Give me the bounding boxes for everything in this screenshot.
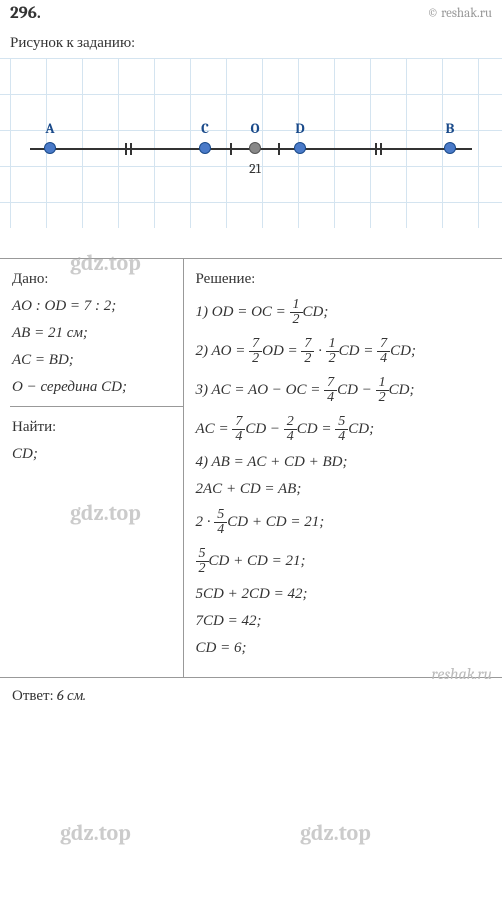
answer-label: Ответ: — [12, 686, 54, 704]
tick-double — [375, 143, 377, 155]
watermark: gdz.top — [300, 820, 371, 846]
find-label: Найти: — [12, 417, 175, 436]
given-line: O − середина CD; — [12, 379, 175, 396]
solution-label: Решение: — [196, 269, 490, 288]
solution-step: 7CD = 42; — [196, 613, 490, 630]
diagram-label: Рисунок к заданию: — [0, 27, 502, 58]
point-C — [199, 142, 211, 154]
point-label-B: B — [446, 120, 455, 137]
problem-number: 296. — [10, 4, 41, 23]
tick-single — [230, 143, 232, 155]
point-O — [249, 142, 261, 154]
solution-step: 2) AO = 72OD = 72 · 12CD = 74CD; — [196, 337, 490, 366]
point-B — [444, 142, 456, 154]
given-line: AC = BD; — [12, 352, 175, 369]
solution-step: 1) OD = OC = 12CD; — [196, 298, 490, 327]
solution-step: 52CD + CD = 21; — [196, 547, 490, 576]
solution-step: AC = 74CD − 24CD = 54CD; — [196, 415, 490, 444]
solution-body: Дано: AO : OD = 7 : 2; AB = 21 см; AC = … — [0, 258, 502, 677]
tick-single — [278, 143, 280, 155]
point-label-C: C — [201, 120, 209, 137]
under-label: 21 — [249, 160, 261, 177]
tick-double — [125, 143, 127, 155]
point-label-A: A — [45, 120, 54, 137]
solution-step: 2 · 54CD + CD = 21; — [196, 508, 490, 537]
footer-watermark: reshak.ru — [432, 665, 492, 683]
divider — [10, 406, 183, 407]
diagram: A C O D B 21 — [0, 58, 502, 228]
point-D — [294, 142, 306, 154]
point-A — [44, 142, 56, 154]
watermark: gdz.top — [60, 820, 131, 846]
solution-step: 4) AB = AC + CD + BD; — [196, 454, 490, 471]
copyright: © reshak.ru — [427, 6, 492, 21]
solution-step: 5CD + 2CD = 42; — [196, 586, 490, 603]
given-line: AO : OD = 7 : 2; — [12, 298, 175, 315]
solution-step: 2AC + CD = AB; — [196, 481, 490, 498]
answer-row: Ответ: 6 см. — [0, 677, 502, 713]
point-label-O: O — [250, 120, 259, 137]
solution-step: CD = 6; — [196, 640, 490, 657]
solution-step: 3) AC = AO − OC = 74CD − 12CD; — [196, 376, 490, 405]
find-line: CD; — [12, 446, 175, 463]
answer-value: 6 см. — [54, 686, 86, 704]
point-label-D: D — [295, 120, 304, 137]
given-line: AB = 21 см; — [12, 325, 175, 342]
given-label: Дано: — [12, 269, 175, 288]
